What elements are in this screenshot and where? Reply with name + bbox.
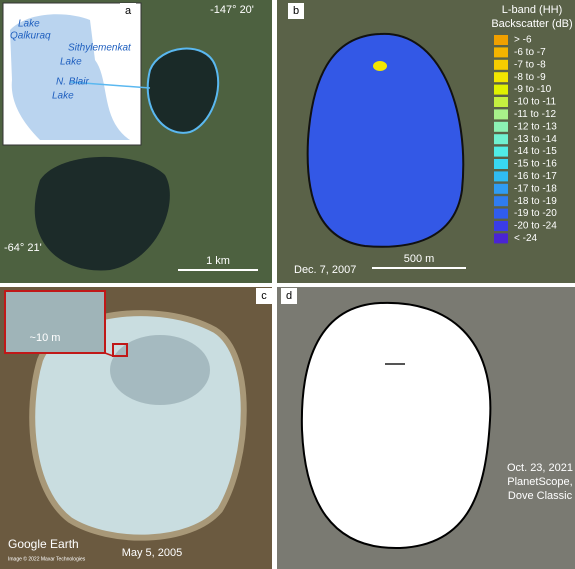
legend-swatch bbox=[494, 109, 508, 120]
legend-swatch bbox=[494, 47, 508, 58]
panel-letter: a bbox=[125, 5, 132, 17]
legend-label: -13 to -14 bbox=[514, 134, 557, 145]
lake-backscatter bbox=[306, 32, 465, 248]
zoom-line bbox=[104, 352, 114, 357]
lake-label: Qalkuraq bbox=[10, 31, 51, 42]
panel-letter: b bbox=[293, 5, 299, 17]
legend-swatch bbox=[494, 121, 508, 132]
credit: Image © 2022 Maxar Technologies bbox=[8, 555, 86, 562]
lake-n-blair bbox=[34, 156, 170, 271]
legend-label: -7 to -8 bbox=[514, 59, 546, 70]
caption: PlanetScope, bbox=[507, 476, 572, 488]
legend-swatch bbox=[494, 84, 508, 95]
bright-spot bbox=[373, 61, 387, 71]
lake-label: Lake bbox=[52, 91, 74, 102]
legend-swatch bbox=[494, 72, 508, 83]
legend-swatch bbox=[494, 146, 508, 157]
legend-swatch bbox=[494, 134, 508, 145]
inset-land bbox=[10, 14, 130, 140]
date: Dec. 7, 2007 bbox=[294, 264, 356, 276]
zoom-box bbox=[112, 343, 128, 357]
lake-sithylemenkat bbox=[146, 47, 220, 134]
legend-label: -17 to -18 bbox=[514, 183, 557, 194]
legend-label: > -6 bbox=[514, 35, 532, 46]
lake-label: N. Blair bbox=[56, 77, 89, 88]
legend-label: -8 to -9 bbox=[514, 72, 546, 83]
legend-swatch bbox=[494, 208, 508, 219]
lake-label: Sithylemenkat bbox=[68, 43, 132, 54]
pointer-line bbox=[69, 81, 151, 89]
legend: > -6-6 to -7-7 to -8 -8 to -9-9 to -10 -10… bbox=[494, 35, 557, 244]
legend-swatch bbox=[494, 59, 508, 70]
inset-scale: ~10 m bbox=[30, 332, 61, 344]
legend-label: -14 to -15 bbox=[514, 146, 557, 157]
legend-swatch bbox=[494, 233, 508, 244]
legend-label: -16 to -17 bbox=[514, 171, 557, 182]
legend-label: -9 to -10 bbox=[514, 84, 552, 95]
panel-letter: d bbox=[286, 290, 292, 302]
legend-label: -20 to -24 bbox=[514, 221, 557, 232]
legend-label: -12 to -13 bbox=[514, 121, 557, 132]
legend-title: L-band (HH) bbox=[502, 4, 563, 16]
source: Google Earth bbox=[8, 537, 79, 551]
zoom-inset bbox=[4, 290, 106, 354]
letter-box bbox=[256, 288, 272, 304]
legend-swatch bbox=[494, 159, 508, 169]
legend-label: -11 to -12 bbox=[514, 109, 556, 120]
lake-outline bbox=[300, 301, 492, 550]
legend-label: -6 to -7 bbox=[514, 47, 546, 58]
legend-swatch bbox=[494, 196, 508, 207]
legend-swatch bbox=[494, 171, 508, 182]
legend-label: -19 to -20 bbox=[514, 208, 557, 219]
letter-box bbox=[281, 288, 297, 304]
date: May 5, 2005 bbox=[122, 547, 183, 559]
letter-box bbox=[120, 3, 136, 19]
scale-label: 1 km bbox=[206, 255, 230, 267]
legend-swatch bbox=[494, 183, 508, 194]
legend-title: Backscatter (dB) bbox=[491, 18, 572, 30]
legend-swatch bbox=[494, 35, 508, 45]
lake-label: Lake bbox=[60, 57, 82, 68]
letter-box bbox=[288, 3, 304, 19]
caption: Dove Classic bbox=[508, 490, 573, 502]
dark-ice bbox=[110, 335, 210, 405]
latitude: -64° 21' bbox=[4, 242, 42, 254]
legend-swatch bbox=[494, 221, 508, 231]
legend-label: -18 to -19 bbox=[514, 196, 557, 207]
longitude: -147° 20' bbox=[210, 4, 254, 16]
scale-label: 500 m bbox=[404, 253, 435, 265]
caption: Oct. 23, 2021 bbox=[507, 462, 573, 474]
legend-label: < -24 bbox=[514, 233, 538, 244]
legend-label: -10 to -11 bbox=[514, 97, 556, 108]
legend-label: -15 to -16 bbox=[514, 159, 557, 170]
legend-swatch bbox=[494, 97, 508, 107]
panel-letter: c bbox=[261, 290, 267, 302]
lake-label: Lake bbox=[18, 19, 40, 30]
